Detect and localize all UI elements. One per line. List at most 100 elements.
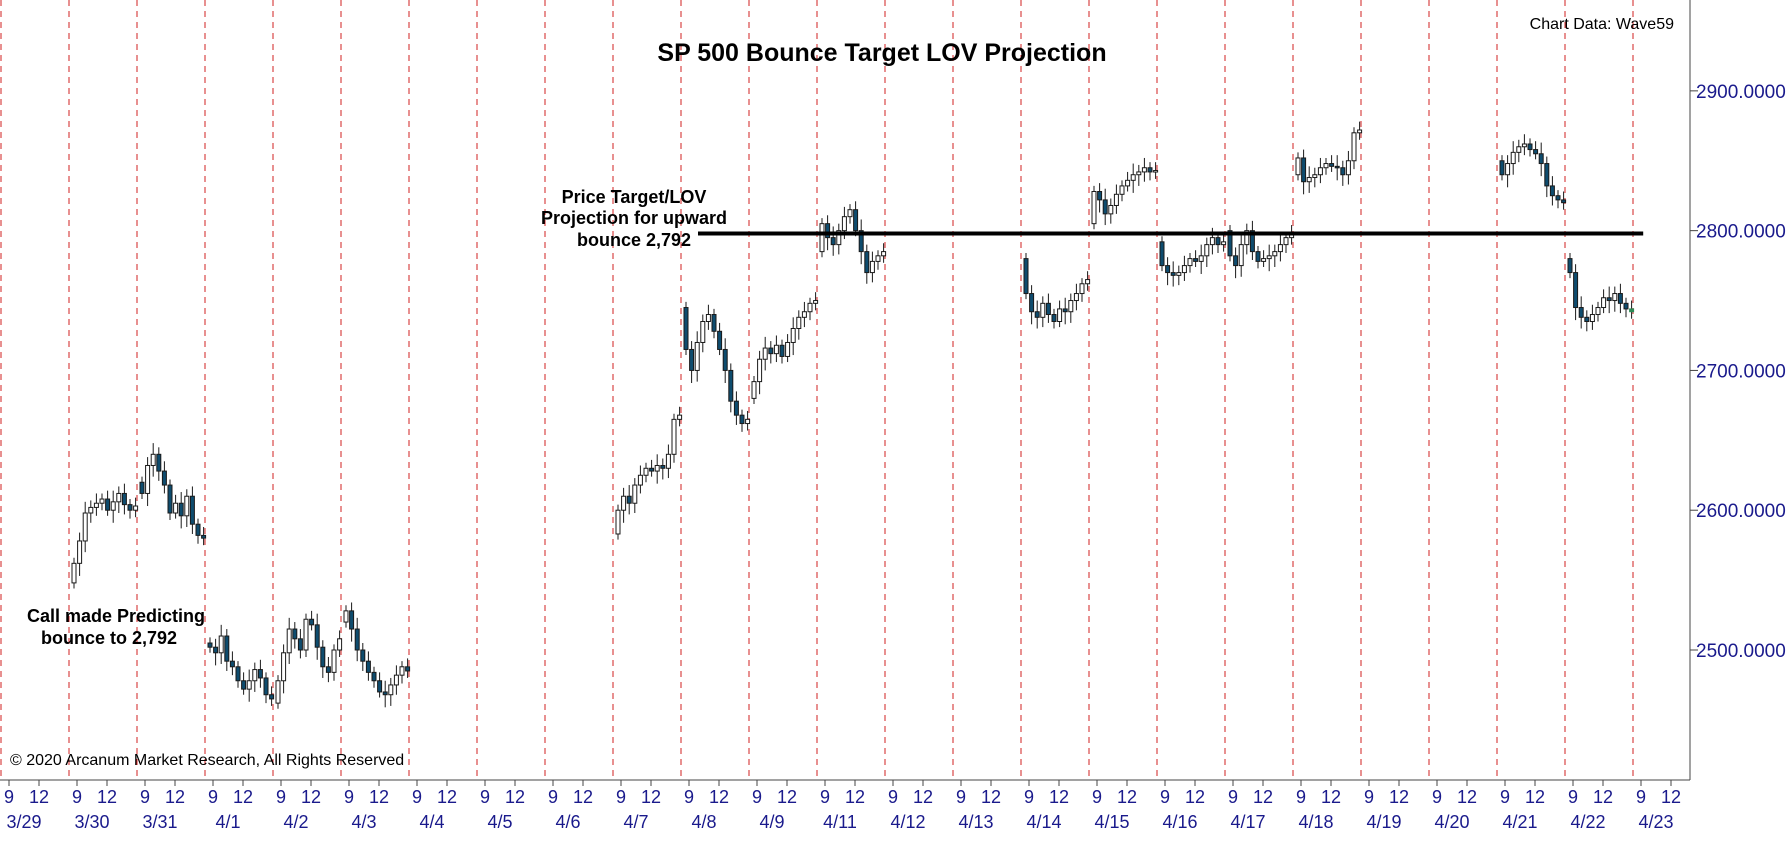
x-hour-label: 12: [437, 787, 457, 807]
y-axis-ticks: 2500.0000 2600.0000 2700.0000 2800.0000 2900…: [1690, 82, 1786, 662]
candle-body: [1198, 255, 1204, 262]
candle-body: [1561, 199, 1567, 204]
x-hour-label: 12: [1661, 787, 1681, 807]
candle-body: [1340, 167, 1346, 176]
candle-body: [325, 666, 331, 673]
x-hour-label: 12: [165, 787, 185, 807]
x-date-label: 4/8: [691, 812, 716, 832]
candle-body: [297, 638, 303, 651]
candle-body: [382, 691, 388, 696]
x-date-label: 3/31: [142, 812, 177, 832]
x-hour-label: 12: [1117, 787, 1137, 807]
candle-body: [807, 302, 813, 313]
candle-body: [1159, 241, 1165, 267]
candle-body: [71, 562, 77, 584]
x-date-label: 3/29: [6, 812, 41, 832]
x-hour-label: 9: [1636, 787, 1646, 807]
x-hour-label: 12: [1525, 787, 1545, 807]
x-date-label: 4/4: [419, 812, 444, 832]
candle-body: [1589, 314, 1595, 323]
x-hour-label: 9: [480, 787, 490, 807]
candle-body: [626, 495, 632, 504]
candle-body: [779, 344, 785, 357]
candle-body: [263, 677, 269, 696]
chart-source-label: Chart Data: Wave59: [1530, 16, 1674, 33]
candle-body: [1549, 185, 1555, 197]
candle-body: [241, 680, 247, 690]
x-hour-label: 9: [1160, 787, 1170, 807]
candle-body: [858, 230, 864, 253]
x-hour-label: 9: [888, 787, 898, 807]
candle-body: [360, 649, 366, 662]
x-date-label: 4/2: [283, 812, 308, 832]
x-date-label: 4/6: [555, 812, 580, 832]
candle-body: [671, 418, 677, 455]
x-date-label: 4/5: [487, 812, 512, 832]
candle-body: [745, 418, 751, 425]
x-hour-label: 12: [709, 787, 729, 807]
x-hour-label: 12: [233, 787, 253, 807]
candle-body: [275, 680, 281, 704]
candle-body: [1295, 157, 1301, 176]
candle-body: [1505, 163, 1511, 176]
candle-body: [1573, 272, 1579, 309]
candle-body: [1521, 143, 1527, 148]
x-date-label: 4/16: [1162, 812, 1197, 832]
candle-body: [1261, 258, 1267, 262]
candle-body: [1255, 251, 1261, 262]
candle-body: [320, 646, 326, 668]
candle-body: [825, 223, 831, 239]
candle-body: [1306, 177, 1312, 183]
candle-body: [1629, 308, 1635, 313]
candle-body: [1102, 199, 1108, 215]
candle-body: [1238, 244, 1244, 267]
y-tick-label: 2900.0000: [1696, 82, 1786, 103]
x-hour-label: 9: [616, 787, 626, 807]
candle-body: [1272, 251, 1278, 257]
candle-body: [1119, 185, 1125, 195]
candle-body: [1595, 307, 1601, 316]
candle-body: [1612, 293, 1618, 302]
x-hour-label: 9: [344, 787, 354, 807]
candle-body: [689, 348, 695, 371]
candle-body: [1516, 146, 1522, 153]
x-date-label: 4/9: [759, 812, 784, 832]
candle-body: [1204, 244, 1210, 257]
candle-body: [1538, 153, 1544, 165]
candle-body: [77, 540, 83, 564]
candle-body: [1329, 163, 1335, 167]
candle-body: [281, 652, 287, 682]
x-date-label: 4/15: [1094, 812, 1129, 832]
candle-body: [875, 255, 881, 262]
candle-body: [156, 453, 162, 472]
x-hour-label: 12: [845, 787, 865, 807]
candle-body: [1130, 174, 1136, 181]
candle-body: [1510, 151, 1516, 165]
candle-body: [705, 314, 711, 323]
candle-body: [235, 666, 241, 682]
chart-title: SP 500 Bounce Target LOV Projection: [657, 39, 1106, 67]
x-hour-label: 12: [1457, 787, 1477, 807]
x-hour-label: 9: [1364, 787, 1374, 807]
candle-body: [881, 251, 887, 257]
candle-body: [127, 504, 133, 511]
candle-body: [700, 321, 706, 343]
candle-body: [1176, 272, 1182, 276]
x-date-label: 4/22: [1570, 812, 1605, 832]
x-hour-label: 9: [1432, 787, 1442, 807]
x-hour-label: 9: [1024, 787, 1034, 807]
x-hour-label: 12: [981, 787, 1001, 807]
candle-body: [371, 671, 377, 682]
target-annotation-line-3: bounce 2,792: [577, 230, 691, 250]
x-hour-label: 12: [913, 787, 933, 807]
candle-body: [722, 348, 728, 371]
x-hour-label: 9: [1568, 787, 1578, 807]
candle-body: [660, 464, 666, 469]
candle-body: [195, 523, 201, 536]
candle-body: [1277, 244, 1283, 253]
candle-body: [1108, 204, 1114, 215]
candle-body: [309, 618, 315, 626]
candle-body: [1233, 255, 1239, 267]
candle-body: [654, 464, 660, 472]
